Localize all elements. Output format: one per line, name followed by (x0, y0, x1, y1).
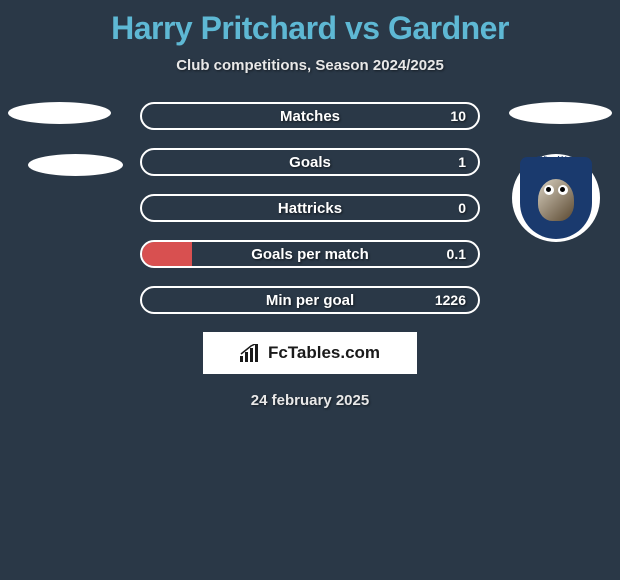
bar-value: 10 (450, 108, 466, 124)
page-title: Harry Pritchard vs Gardner (0, 0, 620, 47)
date-label: 24 february 2025 (0, 392, 620, 409)
left-oval-1 (8, 102, 111, 124)
bar-value: 0.1 (447, 246, 466, 262)
bar-label: Hattricks (278, 200, 342, 217)
right-oval-1 (509, 102, 612, 124)
bars-icon (240, 344, 262, 362)
stat-bar-goals-per-match: Goals per match 0.1 (140, 240, 480, 268)
fctables-watermark: FcTables.com (203, 332, 417, 374)
fctables-text: FcTables.com (268, 343, 380, 363)
bar-label: Matches (280, 108, 340, 125)
stat-bar-matches: Matches 10 (140, 102, 480, 130)
bar-value: 0 (458, 200, 466, 216)
bar-value: 1 (458, 154, 466, 170)
left-player-placeholder (8, 102, 123, 206)
bar-value: 1226 (435, 292, 466, 308)
bar-label: Goals per match (251, 246, 369, 263)
stat-bar-hattricks: Hattricks 0 (140, 194, 480, 222)
crest-shield (520, 157, 592, 239)
comparison-container: Oldham Athletic Matches 10 Goals 1 Hattr… (0, 102, 620, 409)
right-player-placeholder (509, 102, 612, 154)
stat-bar-goals: Goals 1 (140, 148, 480, 176)
stat-bar-min-per-goal: Min per goal 1226 (140, 286, 480, 314)
bar-fill (142, 242, 192, 266)
bar-label: Goals (289, 154, 331, 171)
club-crest: Oldham Athletic (512, 154, 600, 242)
bar-label: Min per goal (266, 292, 354, 309)
owl-icon (534, 173, 578, 223)
subtitle: Club competitions, Season 2024/2025 (0, 57, 620, 74)
stat-bars: Matches 10 Goals 1 Hattricks 0 Goals per… (140, 102, 480, 314)
left-oval-2 (28, 154, 123, 176)
